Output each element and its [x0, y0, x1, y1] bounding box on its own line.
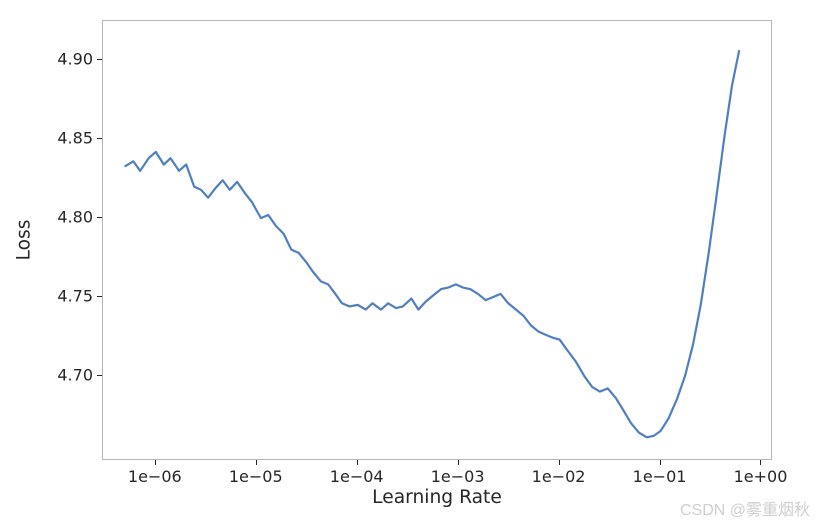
tick-label: 1e−03 — [431, 467, 485, 486]
tick-mark — [660, 460, 661, 465]
tick-mark — [97, 375, 102, 376]
loss-line — [103, 21, 773, 461]
tick-label: 4.75 — [43, 286, 93, 305]
y-axis-label: Loss — [14, 220, 35, 261]
tick-mark — [97, 138, 102, 139]
tick-mark — [559, 460, 560, 465]
csdn-watermark: CSDN @雾重烟秋 — [680, 496, 810, 520]
tick-label: 4.85 — [43, 129, 93, 148]
tick-label: 1e+00 — [734, 467, 788, 486]
tick-label: 1e−01 — [633, 467, 687, 486]
tick-label: 1e−02 — [532, 467, 586, 486]
tick-mark — [256, 460, 257, 465]
tick-label: 4.70 — [43, 365, 93, 384]
plot-area — [102, 20, 772, 460]
tick-mark — [97, 59, 102, 60]
lr-loss-chart: Learning Rate Loss 1e−06 1e−05 1e−04 1e−03 1… — [0, 0, 816, 524]
tick-label: 4.80 — [43, 208, 93, 227]
tick-label: 1e−04 — [330, 467, 384, 486]
tick-mark — [155, 460, 156, 465]
tick-mark — [357, 460, 358, 465]
tick-mark — [760, 460, 761, 465]
tick-label: 4.90 — [43, 50, 93, 69]
x-axis-label: Learning Rate — [372, 487, 502, 508]
tick-label: 1e−06 — [128, 467, 182, 486]
tick-mark — [97, 296, 102, 297]
tick-mark — [458, 460, 459, 465]
tick-label: 1e−05 — [229, 467, 283, 486]
tick-mark — [97, 217, 102, 218]
